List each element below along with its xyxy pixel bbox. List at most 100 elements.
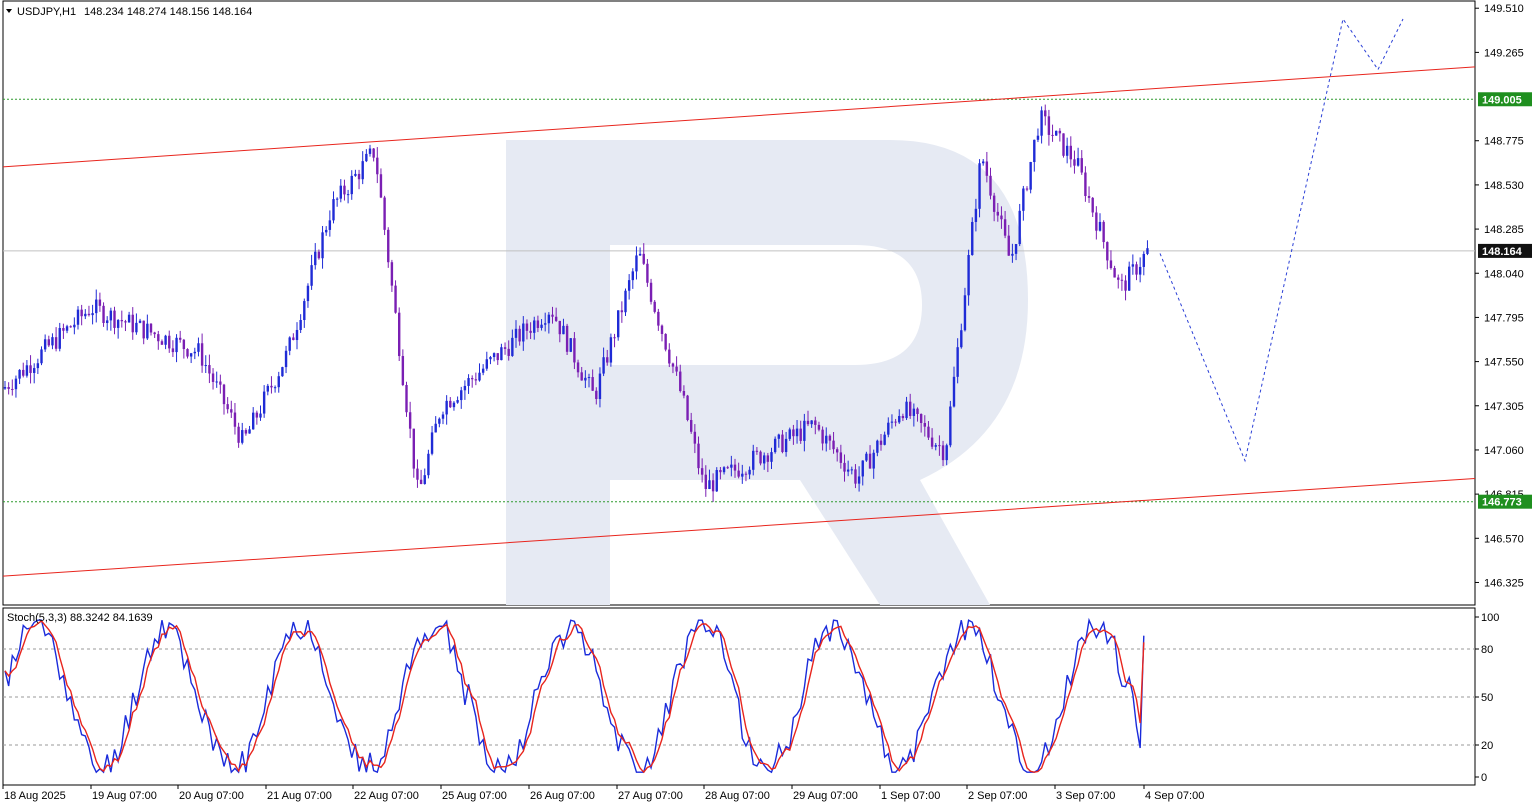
candle-body [989,175,992,196]
candle-body [394,285,397,313]
candle-body [335,198,339,200]
candle-body [113,310,116,328]
candle-body [909,401,912,416]
forecast-line [1159,17,1404,463]
candle-body [492,353,496,358]
candle-body [1138,266,1142,275]
candle-body [1055,130,1058,136]
candle-body [84,313,87,317]
symbol-label[interactable]: USDJPY,H1 [17,6,76,18]
candle-body [441,414,445,419]
candle-body [773,438,777,453]
candle-body [887,422,890,435]
candle-body [642,253,645,264]
channel-line-upper [2,66,1476,168]
candle-body [708,480,711,490]
candle-body [872,452,875,469]
candle-body [299,319,302,330]
candle-body [76,309,80,325]
candle-body [343,185,346,195]
time-tick-label: 3 Sep 07:00 [1056,790,1115,802]
candle-body [620,310,624,313]
candle-body [65,326,69,331]
candle-body [36,363,40,369]
candle-body [452,402,456,408]
candle-body [788,429,791,439]
candle-body [974,208,978,222]
candle-body [544,323,547,325]
candle-body [635,255,638,272]
candle-body [288,337,291,351]
candle-body [54,337,58,349]
candle-body [47,339,50,346]
candle-body [116,320,120,328]
candle-body [595,390,598,400]
stoch-tick-label: 0 [1481,772,1487,784]
candle-body [244,430,248,434]
trend-channel [2,66,1476,577]
candle-body [825,435,828,444]
time-tick-label: 20 Aug 07:00 [179,790,244,802]
candle-body [306,285,310,302]
candle-body [770,452,773,462]
candle-body [22,369,25,376]
candle-body [1003,219,1007,236]
candle-body [423,475,426,485]
badge-support-label: 146.773 [1482,497,1522,509]
candle-body [857,476,861,484]
candle-body [325,229,328,233]
candle-body [584,377,587,381]
candle-body [1062,133,1065,156]
candle-body [700,468,704,475]
candle-body [1029,161,1032,190]
candle-body [259,413,262,418]
candle-body [514,328,518,338]
candle-body [1091,197,1094,213]
candle-body [43,339,47,350]
candle-body [14,378,18,390]
candle-body [503,347,507,349]
candle-body [814,420,817,425]
candle-body [518,328,521,342]
candle-body [233,412,237,427]
candle-body [719,470,722,473]
stoch-panel-frame [2,607,1476,786]
candle-body [171,348,175,353]
candle-body [547,314,551,324]
candle-body [803,420,806,441]
main-panel-frame [2,0,1476,606]
candle-body [277,376,280,388]
symbol-dropdown-icon[interactable] [6,9,12,13]
candle-body [460,390,463,401]
candle-body [1142,253,1145,267]
candle-body [967,255,970,296]
candle-body [660,325,664,334]
candle-body [952,376,956,407]
candle-body [854,469,857,484]
badge-resistance [1478,92,1532,107]
candle-body [843,462,846,472]
candle-body [317,251,321,259]
candle-body [1124,280,1127,291]
candle-body [430,432,434,454]
candle-body [682,390,686,396]
candle-body [255,412,259,418]
stoch-tick-label: 50 [1481,692,1493,704]
candle-body [164,335,167,345]
candle-body [821,429,824,444]
candle-body [471,378,474,380]
candle-body [606,357,609,363]
candle-body [456,400,459,403]
price-tick-label: 146.570 [1484,533,1524,545]
candle-body [500,347,503,361]
candle-body [310,265,313,286]
candle-body [33,368,36,373]
candle-body [759,451,762,464]
candle-body [62,328,65,331]
candle-body [7,387,10,389]
price-tick-label: 146.325 [1484,577,1524,589]
candle-body [996,211,999,216]
time-axis: 18 Aug 2025 19 Aug 07:00 20 Aug 07:00 21 Au… [2,785,1204,802]
candle-body [1106,242,1109,261]
candle-body [795,428,799,437]
